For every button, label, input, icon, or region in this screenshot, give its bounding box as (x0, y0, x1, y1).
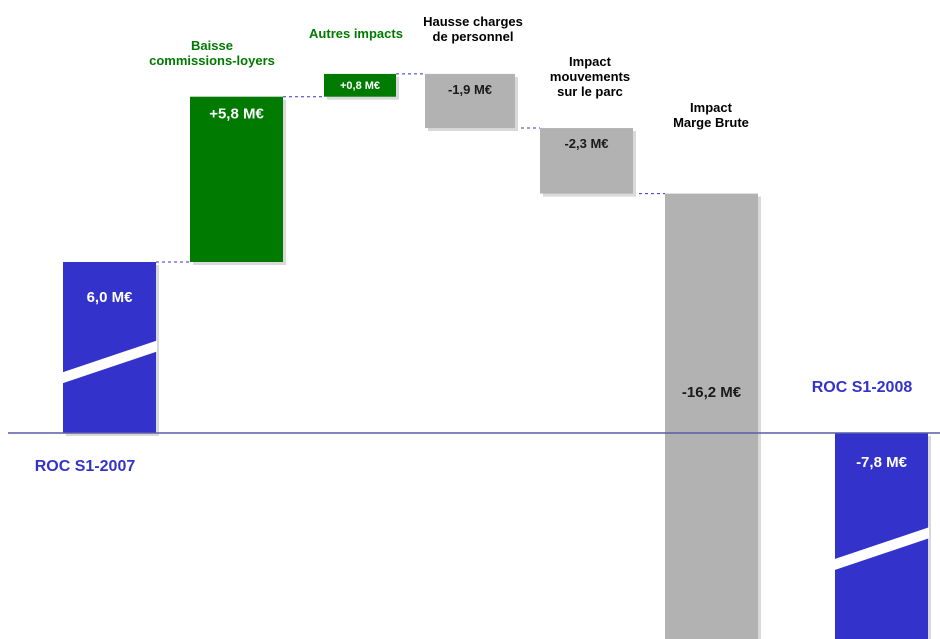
category-label: Autres impacts (309, 26, 403, 41)
value-label: -1,9 M€ (448, 82, 492, 97)
bar (540, 128, 633, 194)
category-label: Impact mouvements sur le parc (550, 54, 630, 99)
value-label: -2,3 M€ (564, 136, 608, 151)
category-label: Impact Marge Brute (673, 100, 749, 130)
scale-break-stripe (834, 527, 929, 571)
bar (425, 73, 515, 129)
value-label: +0,8 M€ (340, 80, 380, 92)
category-label: Baisse commissions-loyers (149, 38, 275, 68)
scale-break-stripe (62, 340, 157, 384)
bar (665, 193, 758, 639)
category-label: Hausse charges de personnel (423, 14, 523, 44)
value-label: 6,0 M€ (87, 289, 134, 306)
value-label: +5,8 M€ (209, 106, 264, 123)
category-label: ROC S1-2008 (812, 379, 913, 396)
category-label: ROC S1-2007 (35, 458, 136, 475)
value-label: -16,2 M€ (682, 384, 742, 401)
bar (190, 96, 283, 262)
value-label: -7,8 M€ (856, 454, 908, 471)
bar (324, 73, 396, 97)
